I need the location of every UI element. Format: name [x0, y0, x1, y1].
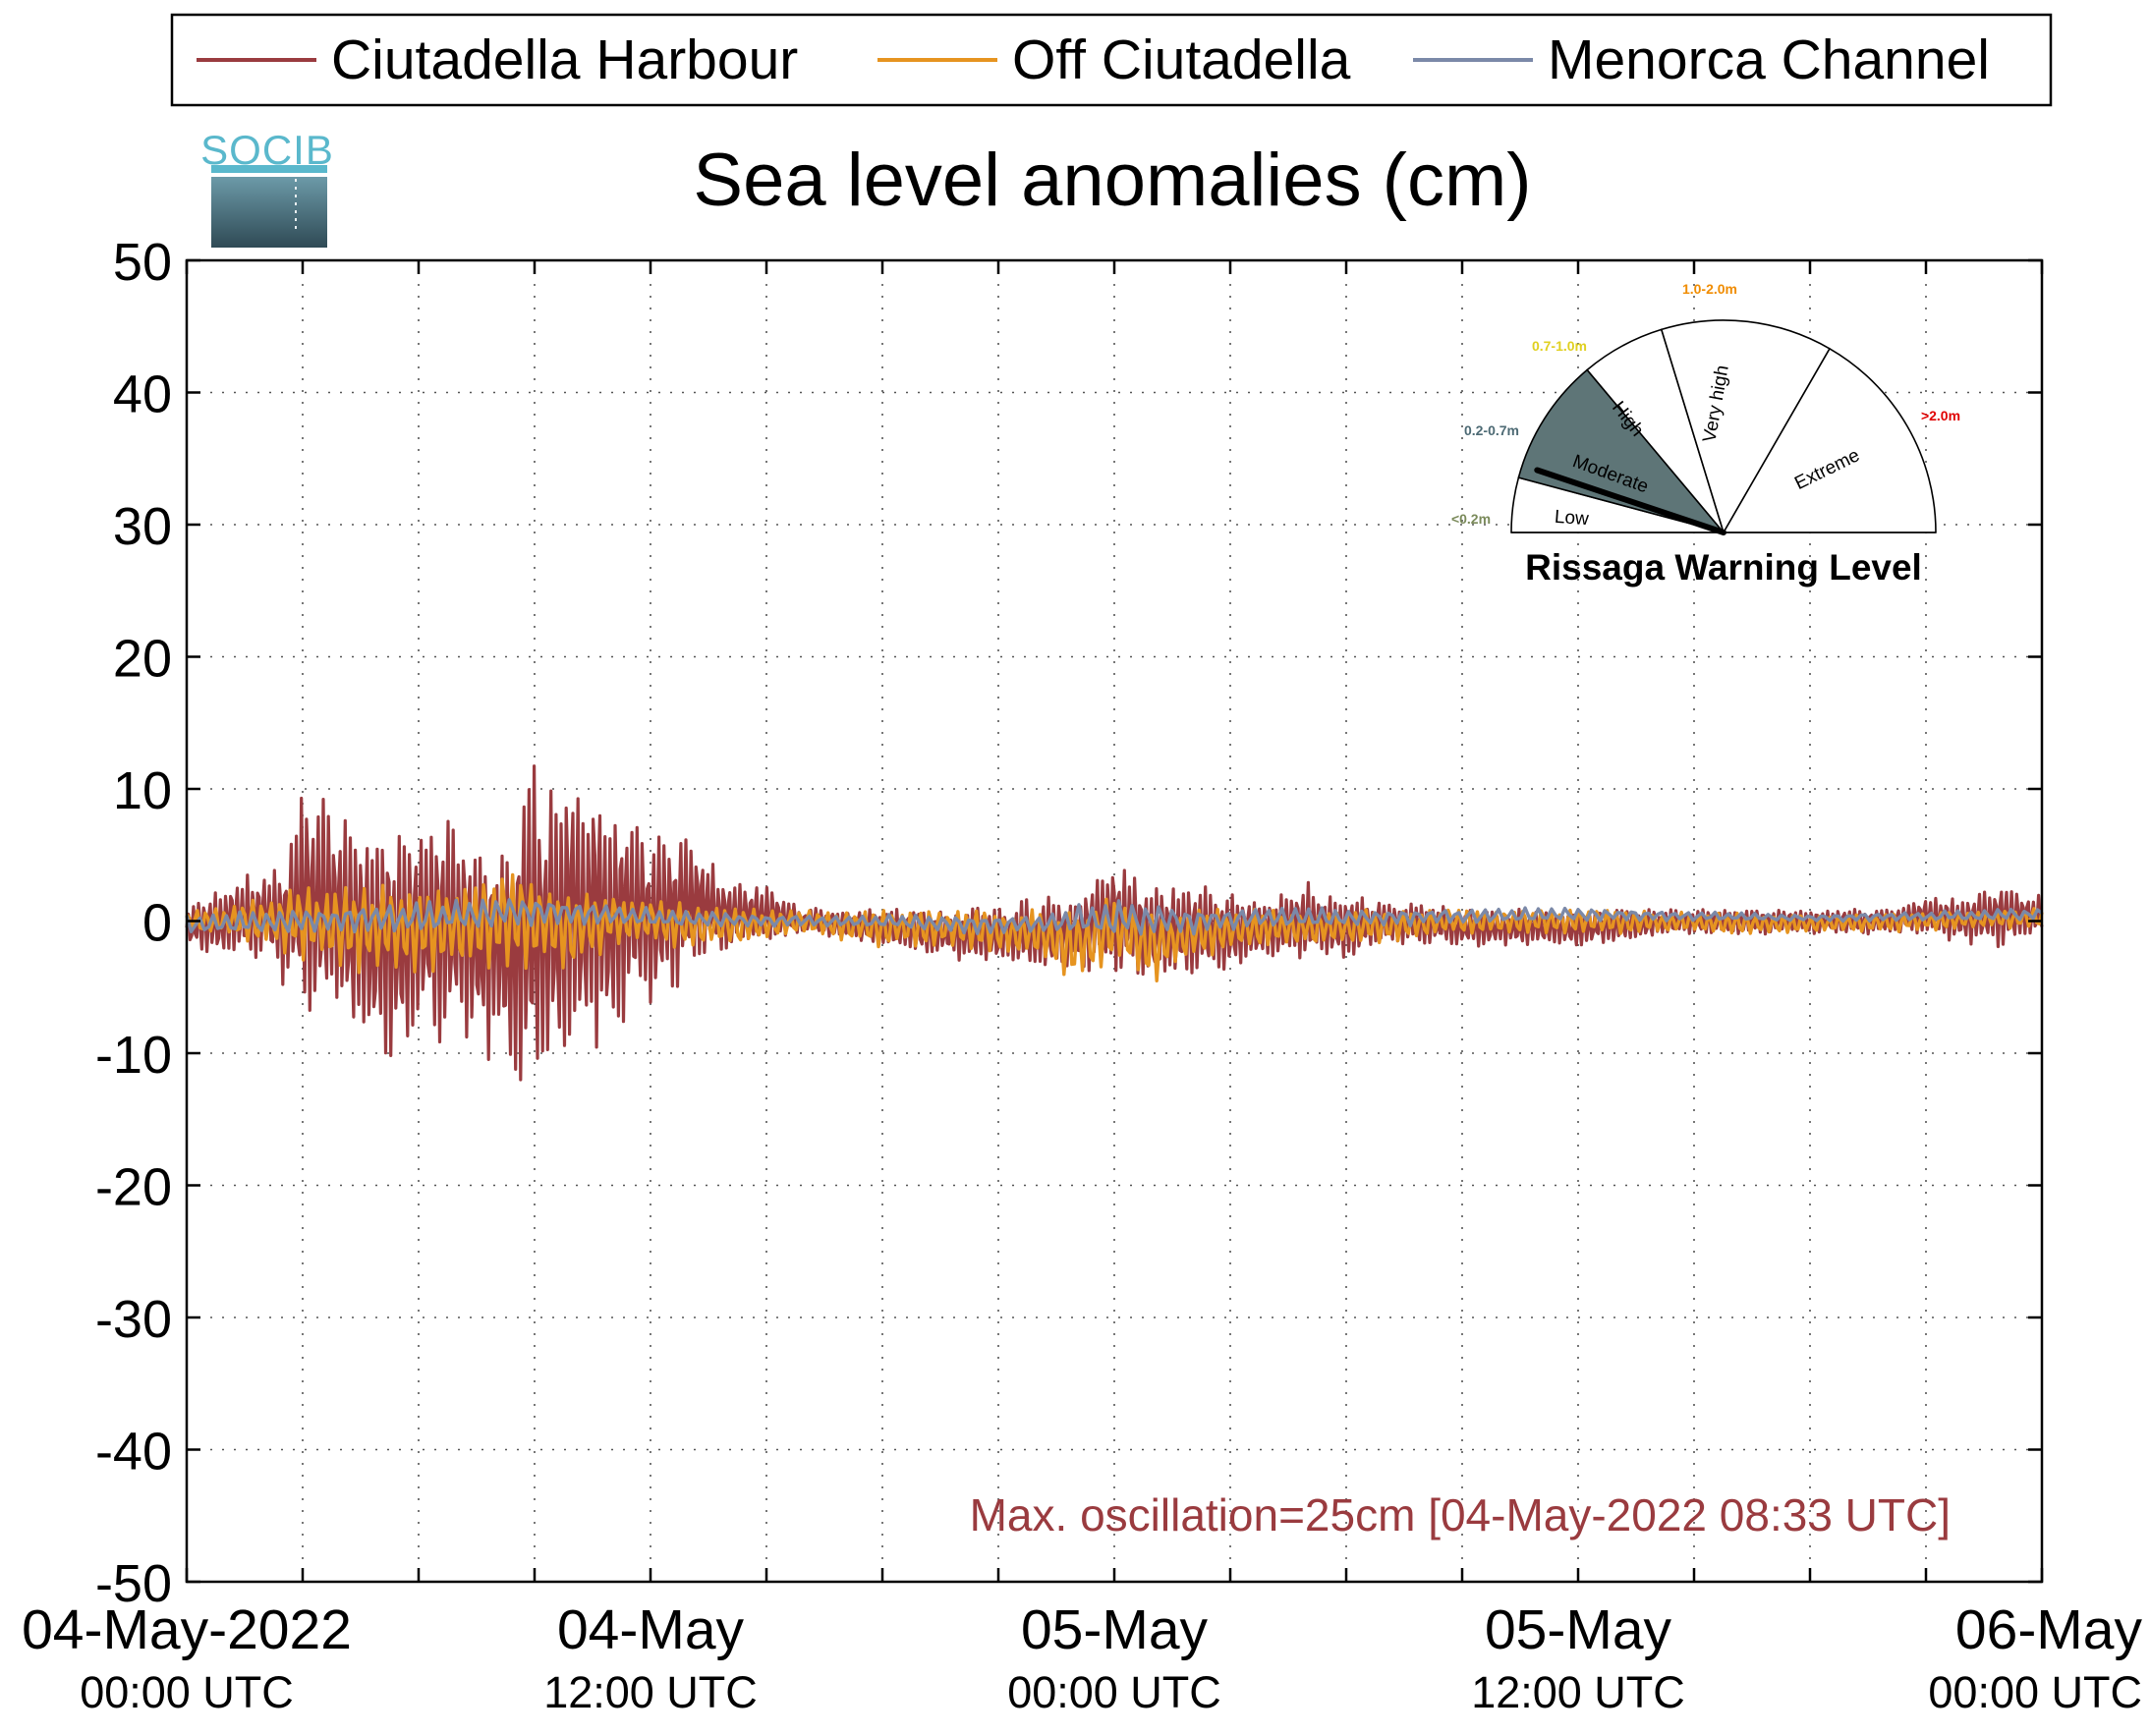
gauge-range-label: 1.0-2.0m [1682, 281, 1737, 297]
gauge-sector-extreme [1722, 347, 1937, 533]
legend-label-off-ciutadella: Off Ciutadella [1012, 28, 1351, 91]
socib-logo: SOCIB [200, 127, 333, 248]
y-tick-label: 20 [113, 630, 172, 689]
max-oscillation-annotation: Max. oscillation=25cm [04-May-2022 08:33… [970, 1489, 1951, 1540]
x-axis: 04-May-2022 00:00 UTC 04-May 12:00 UTC 05-Ma… [22, 260, 2142, 1717]
legend-entry-off-ciutadella: Off Ciutadella [877, 28, 1351, 91]
y-tick-label: 30 [113, 497, 172, 556]
series-line-off-ciutadella [185, 872, 2044, 982]
legend-entry-menorca-channel: Menorca Channel [1413, 28, 1990, 91]
x-tick-label-date: 05-May [1021, 1598, 1209, 1661]
chart-title: Sea level anomalies (cm) [693, 139, 1531, 222]
y-tick-label: -40 [95, 1423, 172, 1482]
series-lines [185, 764, 2044, 1082]
legend-label-menorca-channel: Menorca Channel [1548, 28, 1990, 91]
gauge-range-label: 0.2-0.7m [1464, 422, 1519, 438]
series-line-menorca-channel [185, 898, 2044, 936]
socib-logo-bar [211, 165, 327, 173]
socib-logo-block [211, 177, 327, 248]
legend-entry-ciutadella-harbour: Ciutadella Harbour [197, 28, 798, 91]
x-tick-label-date: 04-May-2022 [22, 1598, 352, 1661]
x-tick-label-time: 00:00 UTC [1928, 1667, 2142, 1717]
y-tick-label: 0 [142, 894, 172, 953]
x-tick-label-date: 04-May [557, 1598, 745, 1661]
gauge-range-label: 0.7-1.0m [1532, 338, 1587, 354]
y-tick-label: 40 [113, 365, 172, 424]
gauge-range-label: >2.0m [1921, 408, 1960, 423]
legend-label-ciutadella-harbour: Ciutadella Harbour [331, 28, 798, 91]
y-tick-label: -20 [95, 1158, 172, 1217]
x-tick-label-time: 12:00 UTC [543, 1667, 758, 1717]
gauge-sector-moderate [1517, 368, 1726, 534]
gauge-title: Rissaga Warning Level [1525, 547, 1922, 588]
legend-frame [170, 13, 2053, 107]
y-tick-label: 50 [113, 233, 172, 292]
gauge-sector-very-high [1660, 319, 1832, 534]
gauge-range-label: <0.2m [1451, 511, 1491, 527]
gauge-needle [1534, 467, 1726, 535]
y-tick-label: -30 [95, 1290, 172, 1349]
legend: Ciutadella Harbour Off Ciutadella Menorc… [170, 13, 2053, 107]
y-tick-label: -50 [95, 1554, 172, 1613]
y-tick-label: 10 [113, 761, 172, 820]
x-tick-label-time: 12:00 UTC [1471, 1667, 1685, 1717]
y-axis: -50 -40 -30 -20 -10 0 10 20 30 40 50 [95, 233, 2042, 1613]
x-tick-label-date: 06-May [1955, 1598, 2143, 1661]
x-tick-label-date: 05-May [1485, 1598, 1672, 1661]
gauge-sector-label: Low [1554, 507, 1590, 530]
y-tick-label: -10 [95, 1026, 172, 1085]
x-tick-label-time: 00:00 UTC [1007, 1667, 1221, 1717]
x-tick-label-time: 00:00 UTC [80, 1667, 294, 1717]
